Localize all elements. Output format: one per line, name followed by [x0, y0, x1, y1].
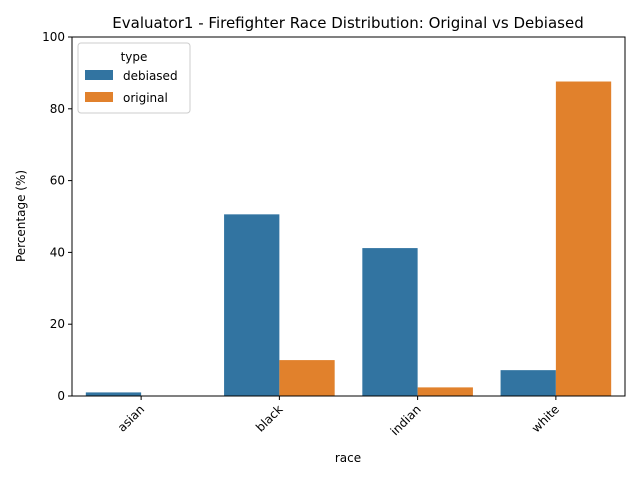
y-tick-label: 20 [50, 317, 65, 331]
x-tick-label-black: black [253, 402, 285, 434]
bars [85, 81, 612, 397]
legend: type debiased original [77, 42, 191, 114]
y-axis-ticks: 0 20 40 60 80 100 [42, 30, 72, 403]
legend-swatch-original [85, 92, 113, 102]
y-axis-label: Percentage (%) [14, 170, 28, 262]
x-tick-label-asian: asian [115, 402, 147, 434]
y-tick-label: 60 [50, 174, 65, 188]
bar-debiased-white [500, 370, 556, 396]
x-axis-label: race [335, 451, 361, 465]
x-axis-ticks: asian black indian white [115, 396, 562, 438]
bar-debiased-asian [85, 392, 142, 396]
y-tick-label: 40 [50, 245, 65, 259]
legend-label-original: original [123, 91, 168, 105]
legend-label-debiased: debiased [123, 69, 178, 83]
bar-original-indian [417, 387, 473, 396]
y-tick-label: 80 [50, 102, 65, 116]
chart-title: Evaluator1 - Firefighter Race Distributi… [112, 14, 583, 32]
x-tick-label-white: white [529, 402, 562, 435]
x-tick-label-indian: indian [388, 402, 424, 438]
bar-debiased-indian [362, 248, 418, 396]
bar-original-white [555, 81, 612, 397]
legend-swatch-debiased [85, 70, 113, 80]
plot-frame [71, 36, 626, 397]
bar-original-black [279, 360, 335, 396]
y-tick-label: 100 [42, 30, 65, 44]
y-tick-label: 0 [57, 389, 65, 403]
legend-title: type [121, 50, 148, 64]
bar-debiased-black [224, 214, 280, 396]
